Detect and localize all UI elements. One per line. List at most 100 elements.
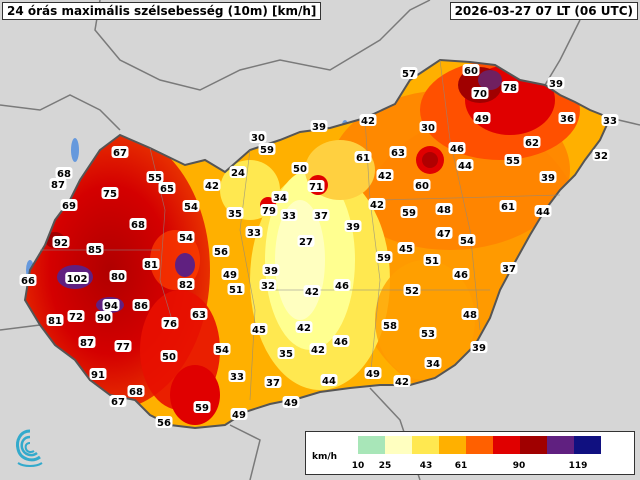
station-value: 39 [346,222,360,233]
station-label-bg [419,121,437,133]
station-label-bg [333,279,351,291]
station-label-bg [114,340,132,352]
station-value: 48 [463,310,477,321]
station-label-bg [203,179,221,191]
station-value: 55 [506,156,520,167]
station-label-bg [320,374,338,386]
station-label-bg [271,191,289,203]
station-label-bg [212,245,230,257]
legend-swatch [385,436,412,454]
station-value: 60 [464,66,478,77]
station-value: 30 [421,123,435,134]
station-value: 42 [311,345,325,356]
station-value: 60 [415,181,429,192]
station-value: 54 [215,345,229,356]
station-label-bg [419,327,437,339]
station-value: 86 [134,301,148,312]
station-value: 39 [312,122,326,133]
station-label-bg [501,81,519,93]
station-value: 32 [594,151,608,162]
station-label-bg [249,131,267,143]
legend-tick-label: 25 [379,461,392,471]
station-value: 59 [402,208,416,219]
legend-tick-label: 10 [352,461,365,471]
station-value: 42 [395,377,409,388]
station-value: 49 [284,398,298,409]
station-label-bg [230,408,248,420]
station-label-bg [127,385,145,397]
station-value: 77 [116,342,130,353]
station-label-bg [46,314,64,326]
station-label-bg [190,308,208,320]
station-value: 33 [230,372,244,383]
station-value: 35 [279,349,293,360]
station-value: 50 [293,164,307,175]
station-label-bg [368,198,386,210]
station-value: 39 [541,173,555,184]
station-label-bg [458,234,476,246]
station-label-bg [146,171,164,183]
station-value: 49 [366,369,380,380]
station-value: 34 [273,193,287,204]
station-value: 81 [144,260,158,271]
station-value: 85 [88,245,102,256]
station-label-bg [52,236,70,248]
station-label-bg [259,279,277,291]
station-label-bg [229,166,247,178]
station-value: 68 [57,169,71,180]
station-value: 62 [525,138,539,149]
station-label-bg [226,207,244,219]
station-label-bg [245,226,263,238]
station-label-bg [558,112,576,124]
station-value: 44 [458,161,472,172]
station-value: 54 [184,202,198,213]
station-value: 70 [473,89,487,100]
station-value: 102 [67,274,88,285]
station-label-bg [354,151,372,163]
station-value: 45 [252,325,266,336]
station-label-bg [49,178,67,190]
hungary-border [23,58,612,430]
station-value: 47 [437,229,451,240]
station-value: 92 [54,238,68,249]
station-label-bg [344,220,362,232]
station-label-bg [295,321,313,333]
station-value: 65 [160,184,174,195]
station-label-bg [280,209,298,221]
station-label-bg [435,203,453,215]
station-label-bg [448,142,466,154]
station-value: 27 [299,237,313,248]
station-label-bg [109,395,127,407]
station-label-bg [291,162,309,174]
station-value: 72 [69,312,83,323]
station-value: 67 [113,148,127,159]
station-value: 69 [62,201,76,212]
station-label-bg [500,262,518,274]
legend-tick-label: 61 [455,461,468,471]
station-label-bg [523,136,541,148]
legend-swatch [439,436,466,454]
station-value: 71 [309,182,323,193]
station-label-bg [111,146,129,158]
legend-swatch [520,436,547,454]
station-value: 53 [421,329,435,340]
station-value: 42 [378,171,392,182]
station-value: 59 [195,403,209,414]
legend-unit: km/h [312,452,338,462]
station-label-bg [161,317,179,329]
station-value: 54 [179,233,193,244]
station-label-bg [309,343,327,355]
station-value: 59 [260,145,274,156]
station-label-bg [109,270,127,282]
station-label-bg [155,416,173,428]
station-label-bg [473,112,491,124]
station-value: 63 [192,310,206,321]
station-value: 33 [282,211,296,222]
station-label-bg [55,167,73,179]
station-value: 80 [111,272,125,283]
station-label-bg [499,200,517,212]
legend-swatch [574,436,601,454]
color-legend: km/h 10 25 43 61 90 119 [305,431,635,475]
station-value: 82 [179,280,193,291]
station-label-bg [376,169,394,181]
